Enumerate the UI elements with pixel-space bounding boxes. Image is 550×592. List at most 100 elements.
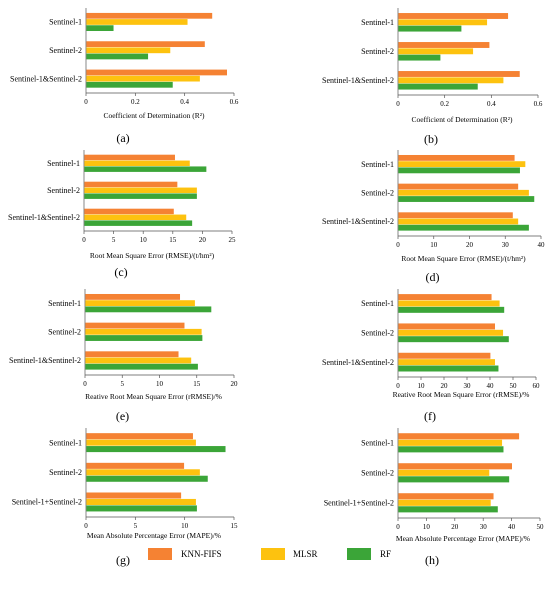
bar-knn-fifs-1: [398, 154, 515, 161]
bar-knn-fifs-3: [84, 208, 174, 215]
bar-knn-fifs-3: [398, 493, 494, 500]
x-tick-label: 30: [480, 523, 488, 531]
legend-label-knn-fifs: KNN-FIFS: [181, 549, 222, 559]
bar-mlsr-2: [398, 48, 474, 55]
bar-rf-1: [84, 166, 207, 172]
y-category-label: Sentinel-1: [361, 18, 394, 27]
x-tick-label: 10: [181, 522, 189, 530]
y-category-label: Sentinel-1&Sentinel-2: [322, 217, 394, 226]
x-tick-label: 10: [140, 236, 148, 244]
y-category-label: Sentinel-1+Sentinel-2: [12, 498, 82, 507]
chart-panels: Sentinel-1 Sentinel-2 Sentinel-1&Sentinel-…: [8, 8, 545, 567]
x-tick-label: 0: [396, 241, 400, 249]
bar-rf-2: [84, 193, 197, 199]
x-axis-label: Root Mean Square Error (RMSE)/(t/hm²): [90, 251, 215, 260]
bar-rf-3: [86, 81, 173, 88]
x-axis-label: Reative Root Mean Square Error (rRMSE)/%: [85, 392, 222, 401]
bar-mlsr-2: [84, 187, 197, 194]
bar-rf-2: [398, 54, 441, 61]
bar-rf-1: [86, 446, 226, 453]
x-tick-label: 5: [121, 380, 125, 388]
y-category-label: Sentinel-1&Sentinel-2: [322, 358, 394, 367]
bar-rf-1: [85, 306, 212, 313]
panel-caption: (e): [116, 409, 129, 423]
y-category-label: Sentinel-2: [49, 468, 82, 477]
bar-mlsr-1: [398, 19, 488, 26]
x-tick-label: 5: [112, 236, 116, 244]
bar-knn-fifs-1: [84, 154, 175, 161]
bar-knn-fifs-2: [84, 181, 178, 188]
bar-rf-3: [398, 365, 499, 372]
bar-mlsr-3: [86, 75, 200, 82]
bar-knn-fifs-2: [85, 322, 185, 329]
bar-rf-3: [86, 505, 197, 512]
panel-b: Sentinel-1 Sentinel-2 Sentinel-1&Sentinel-…: [322, 8, 543, 146]
y-category-label: Sentinel-1&Sentinel-2: [322, 76, 394, 85]
bar-mlsr-1: [398, 439, 503, 446]
x-tick-label: 0: [84, 522, 88, 530]
x-tick-label: 30: [464, 382, 472, 390]
panel-caption: (c): [114, 265, 127, 279]
x-tick-label: 0: [84, 98, 88, 106]
x-tick-label: 25: [229, 236, 237, 244]
y-category-label: Sentinel-1: [361, 439, 394, 448]
bar-knn-fifs-1: [86, 433, 193, 440]
y-category-label: Sentinel-1: [49, 438, 82, 447]
bar-mlsr-2: [86, 469, 200, 476]
bar-knn-fifs-1: [398, 13, 509, 19]
y-category-label: Sentinel-1: [47, 159, 80, 168]
y-category-label: Sentinel-1+Sentinel-2: [324, 499, 394, 508]
bar-rf-3: [398, 83, 478, 90]
panel-caption: (g): [116, 553, 130, 567]
x-tick-label: 10: [430, 241, 438, 249]
x-tick-label: 10: [418, 382, 426, 390]
x-tick-label: 10: [156, 380, 164, 388]
panel-h: Sentinel-1 Sentinel-2 Sentinel-1+Sentinel-…: [324, 428, 544, 567]
panel-caption: (d): [426, 270, 440, 284]
bar-knn-fifs-2: [86, 462, 185, 469]
bar-knn-fifs-2: [398, 42, 490, 48]
y-category-label: Sentinel-2: [361, 189, 394, 198]
chart-legend: KNN-FIFS MLSR RF: [148, 548, 391, 560]
bar-knn-fifs-3: [85, 351, 179, 358]
x-tick-label: 20: [466, 241, 474, 249]
x-tick-label: 0: [396, 523, 400, 531]
bar-mlsr-1: [398, 161, 526, 168]
bar-rf-1: [86, 25, 114, 32]
bar-mlsr-3: [85, 357, 192, 364]
bar-rf-2: [398, 476, 510, 483]
panel-a: Sentinel-1 Sentinel-2 Sentinel-1&Sentinel-…: [10, 8, 239, 145]
bar-knn-fifs-2: [398, 183, 519, 190]
x-tick-label: 50: [510, 382, 518, 390]
x-axis-label: Mean Absolute Percentage Error (MAPE)/%: [87, 531, 221, 540]
x-tick-label: 0.6: [230, 98, 239, 106]
legend-swatch-mlsr: [261, 548, 285, 560]
y-category-label: Sentinel-1&Sentinel-2: [10, 74, 82, 83]
bar-rf-2: [398, 336, 509, 343]
bar-mlsr-1: [84, 160, 190, 167]
bar-knn-fifs-2: [398, 463, 512, 470]
bar-knn-fifs-1: [398, 294, 492, 301]
x-axis-label: Reative Root Mean Square Error (rRMSE)/%: [393, 390, 530, 399]
bar-rf-3: [398, 506, 498, 513]
bar-knn-fifs-2: [86, 41, 205, 48]
bar-rf-1: [398, 25, 462, 32]
panel-g: Sentinel-1 Sentinel-2 Sentinel-1+Sentinel-…: [12, 428, 238, 567]
bar-mlsr-3: [86, 498, 196, 505]
legend-label-rf: RF: [380, 549, 391, 559]
x-tick-label: 0.2: [440, 100, 449, 108]
bar-rf-2: [86, 475, 208, 482]
panel-e: Sentinel-1 Sentinel-2 Sentinel-1&Sentinel-…: [9, 289, 238, 423]
x-tick-label: 0: [396, 382, 400, 390]
bar-mlsr-1: [86, 439, 196, 446]
x-tick-label: 0.2: [131, 98, 140, 106]
bar-mlsr-2: [85, 328, 202, 335]
bar-mlsr-2: [398, 469, 490, 476]
bar-rf-3: [398, 224, 529, 231]
bar-knn-fifs-3: [86, 492, 182, 499]
bar-mlsr-2: [398, 329, 504, 336]
legend-swatch-rf: [347, 548, 371, 560]
panel-caption: (b): [424, 132, 438, 146]
legend-swatch-knn-fifs: [148, 548, 172, 560]
